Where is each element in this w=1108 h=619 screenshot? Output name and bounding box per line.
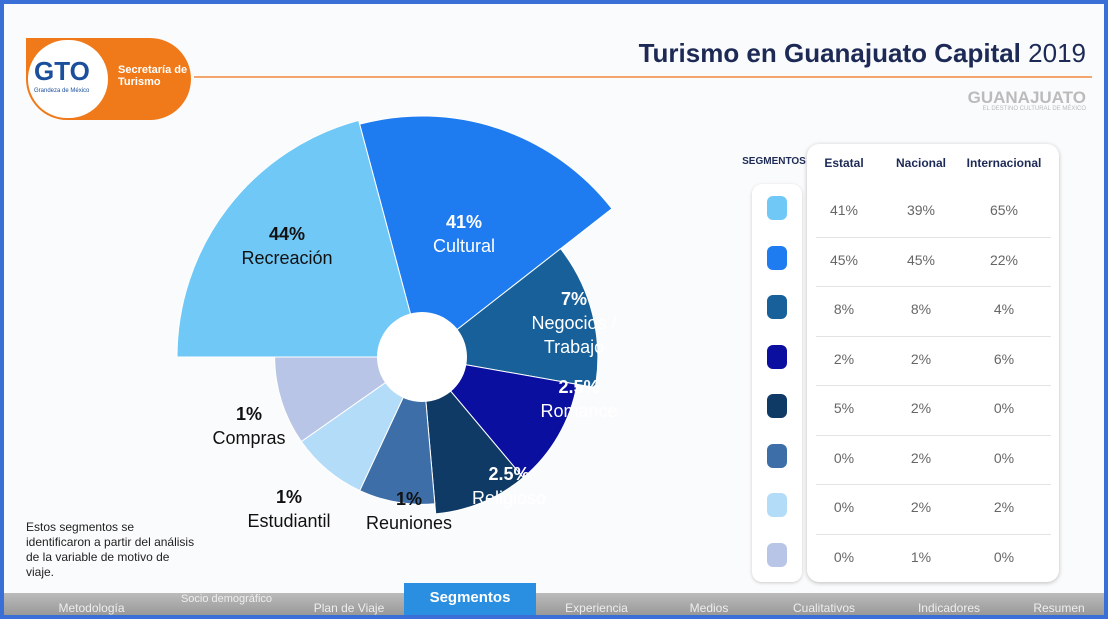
- category-label: Negocios / Trabajo: [531, 313, 616, 357]
- center-hole: [377, 312, 467, 402]
- row-icon: [767, 246, 787, 270]
- table-cell: 0%: [804, 499, 884, 515]
- table-cell: 0%: [964, 400, 1044, 416]
- row-icon: [767, 345, 787, 369]
- table-header: Estatal: [804, 156, 884, 170]
- tab[interactable]: Metodología: [24, 593, 159, 615]
- table-cell: 4%: [964, 301, 1044, 317]
- segment-label: 2.5%Romance: [514, 375, 644, 423]
- table-cell: 45%: [881, 252, 961, 268]
- tab[interactable]: Plan de Viaje: [294, 593, 404, 615]
- row-rule: [816, 435, 1051, 436]
- tab[interactable]: Cualitativos: [764, 593, 884, 615]
- note: Estos segmentos se identificaron a parti…: [26, 520, 196, 580]
- table-header: Internacional: [964, 156, 1044, 170]
- row-icon: [767, 444, 787, 468]
- segment-label: 1%Reuniones: [344, 487, 474, 535]
- table-cell: 2%: [881, 351, 961, 367]
- category-label: Reuniones: [366, 513, 452, 533]
- brand: GUANAJUATO: [968, 88, 1086, 108]
- icon-column: [752, 184, 802, 582]
- table-cell: 22%: [964, 252, 1044, 268]
- table-cell: 8%: [881, 301, 961, 317]
- table-cell: 6%: [964, 351, 1044, 367]
- table-cell: 2%: [964, 499, 1044, 515]
- value-label: 1%: [344, 487, 474, 511]
- value-label: 41%: [399, 210, 529, 234]
- table-header: SEGMENTOS: [734, 156, 814, 167]
- table-cell: 2%: [881, 499, 961, 515]
- table-cell: 5%: [804, 400, 884, 416]
- value-label: 44%: [222, 222, 352, 246]
- year: 2019: [1028, 38, 1086, 68]
- page: GTO Grandeza de México Secretaría de Tur…: [0, 0, 1108, 619]
- row-rule: [816, 385, 1051, 386]
- table-cell: 45%: [804, 252, 884, 268]
- table-cell: 0%: [964, 450, 1044, 466]
- table-cell: 41%: [804, 202, 884, 218]
- row-icon: [767, 295, 787, 319]
- category-label: Romance: [540, 401, 617, 421]
- table-cell: 2%: [804, 351, 884, 367]
- row-icon: [767, 196, 787, 220]
- category-label: Estudiantil: [247, 511, 330, 531]
- row-icon: [767, 543, 787, 567]
- tab[interactable]: Indicadores: [884, 593, 1014, 615]
- table-header: Nacional: [881, 156, 961, 170]
- table-cell: 65%: [964, 202, 1044, 218]
- table-cell: 0%: [804, 450, 884, 466]
- row-rule: [816, 237, 1051, 238]
- tab[interactable]: Experiencia: [539, 593, 654, 615]
- category-label: Recreación: [241, 248, 332, 268]
- table-cell: 0%: [964, 549, 1044, 565]
- tab[interactable]: Socio demográfico: [159, 593, 294, 615]
- segment-label: 44%Recreación: [222, 222, 352, 270]
- tab[interactable]: Medios: [654, 593, 764, 615]
- segment-label: 7%Negocios / Trabajo: [509, 287, 639, 359]
- table-cell: 2%: [881, 450, 961, 466]
- value-label: 2.5%: [444, 462, 574, 486]
- tab[interactable]: Segmentos: [404, 583, 536, 615]
- category-label: Religioso: [472, 488, 546, 508]
- tab[interactable]: Resumen: [1014, 593, 1104, 615]
- value-label: 2.5%: [514, 375, 644, 399]
- table-cell: 0%: [804, 549, 884, 565]
- row-rule: [816, 534, 1051, 535]
- table-cell: 39%: [881, 202, 961, 218]
- row-rule: [816, 286, 1051, 287]
- segment-label: 1%Estudiantil: [224, 485, 354, 533]
- row-icon: [767, 493, 787, 517]
- table-cell: 2%: [881, 400, 961, 416]
- value-label: 1%: [224, 485, 354, 509]
- category-label: Cultural: [433, 236, 495, 256]
- row-rule: [816, 484, 1051, 485]
- table-cell: 1%: [881, 549, 961, 565]
- table-cell: 8%: [804, 301, 884, 317]
- segment-label: 41%Cultural: [399, 210, 529, 258]
- row-rule: [816, 336, 1051, 337]
- segment-label: 1%Compras: [184, 402, 314, 450]
- brand-sub: EL DESTINO CULTURAL DE MÉXICO: [983, 106, 1086, 112]
- row-icon: [767, 394, 787, 418]
- value-label: 1%: [184, 402, 314, 426]
- category-label: Compras: [212, 428, 285, 448]
- value-label: 7%: [509, 287, 639, 311]
